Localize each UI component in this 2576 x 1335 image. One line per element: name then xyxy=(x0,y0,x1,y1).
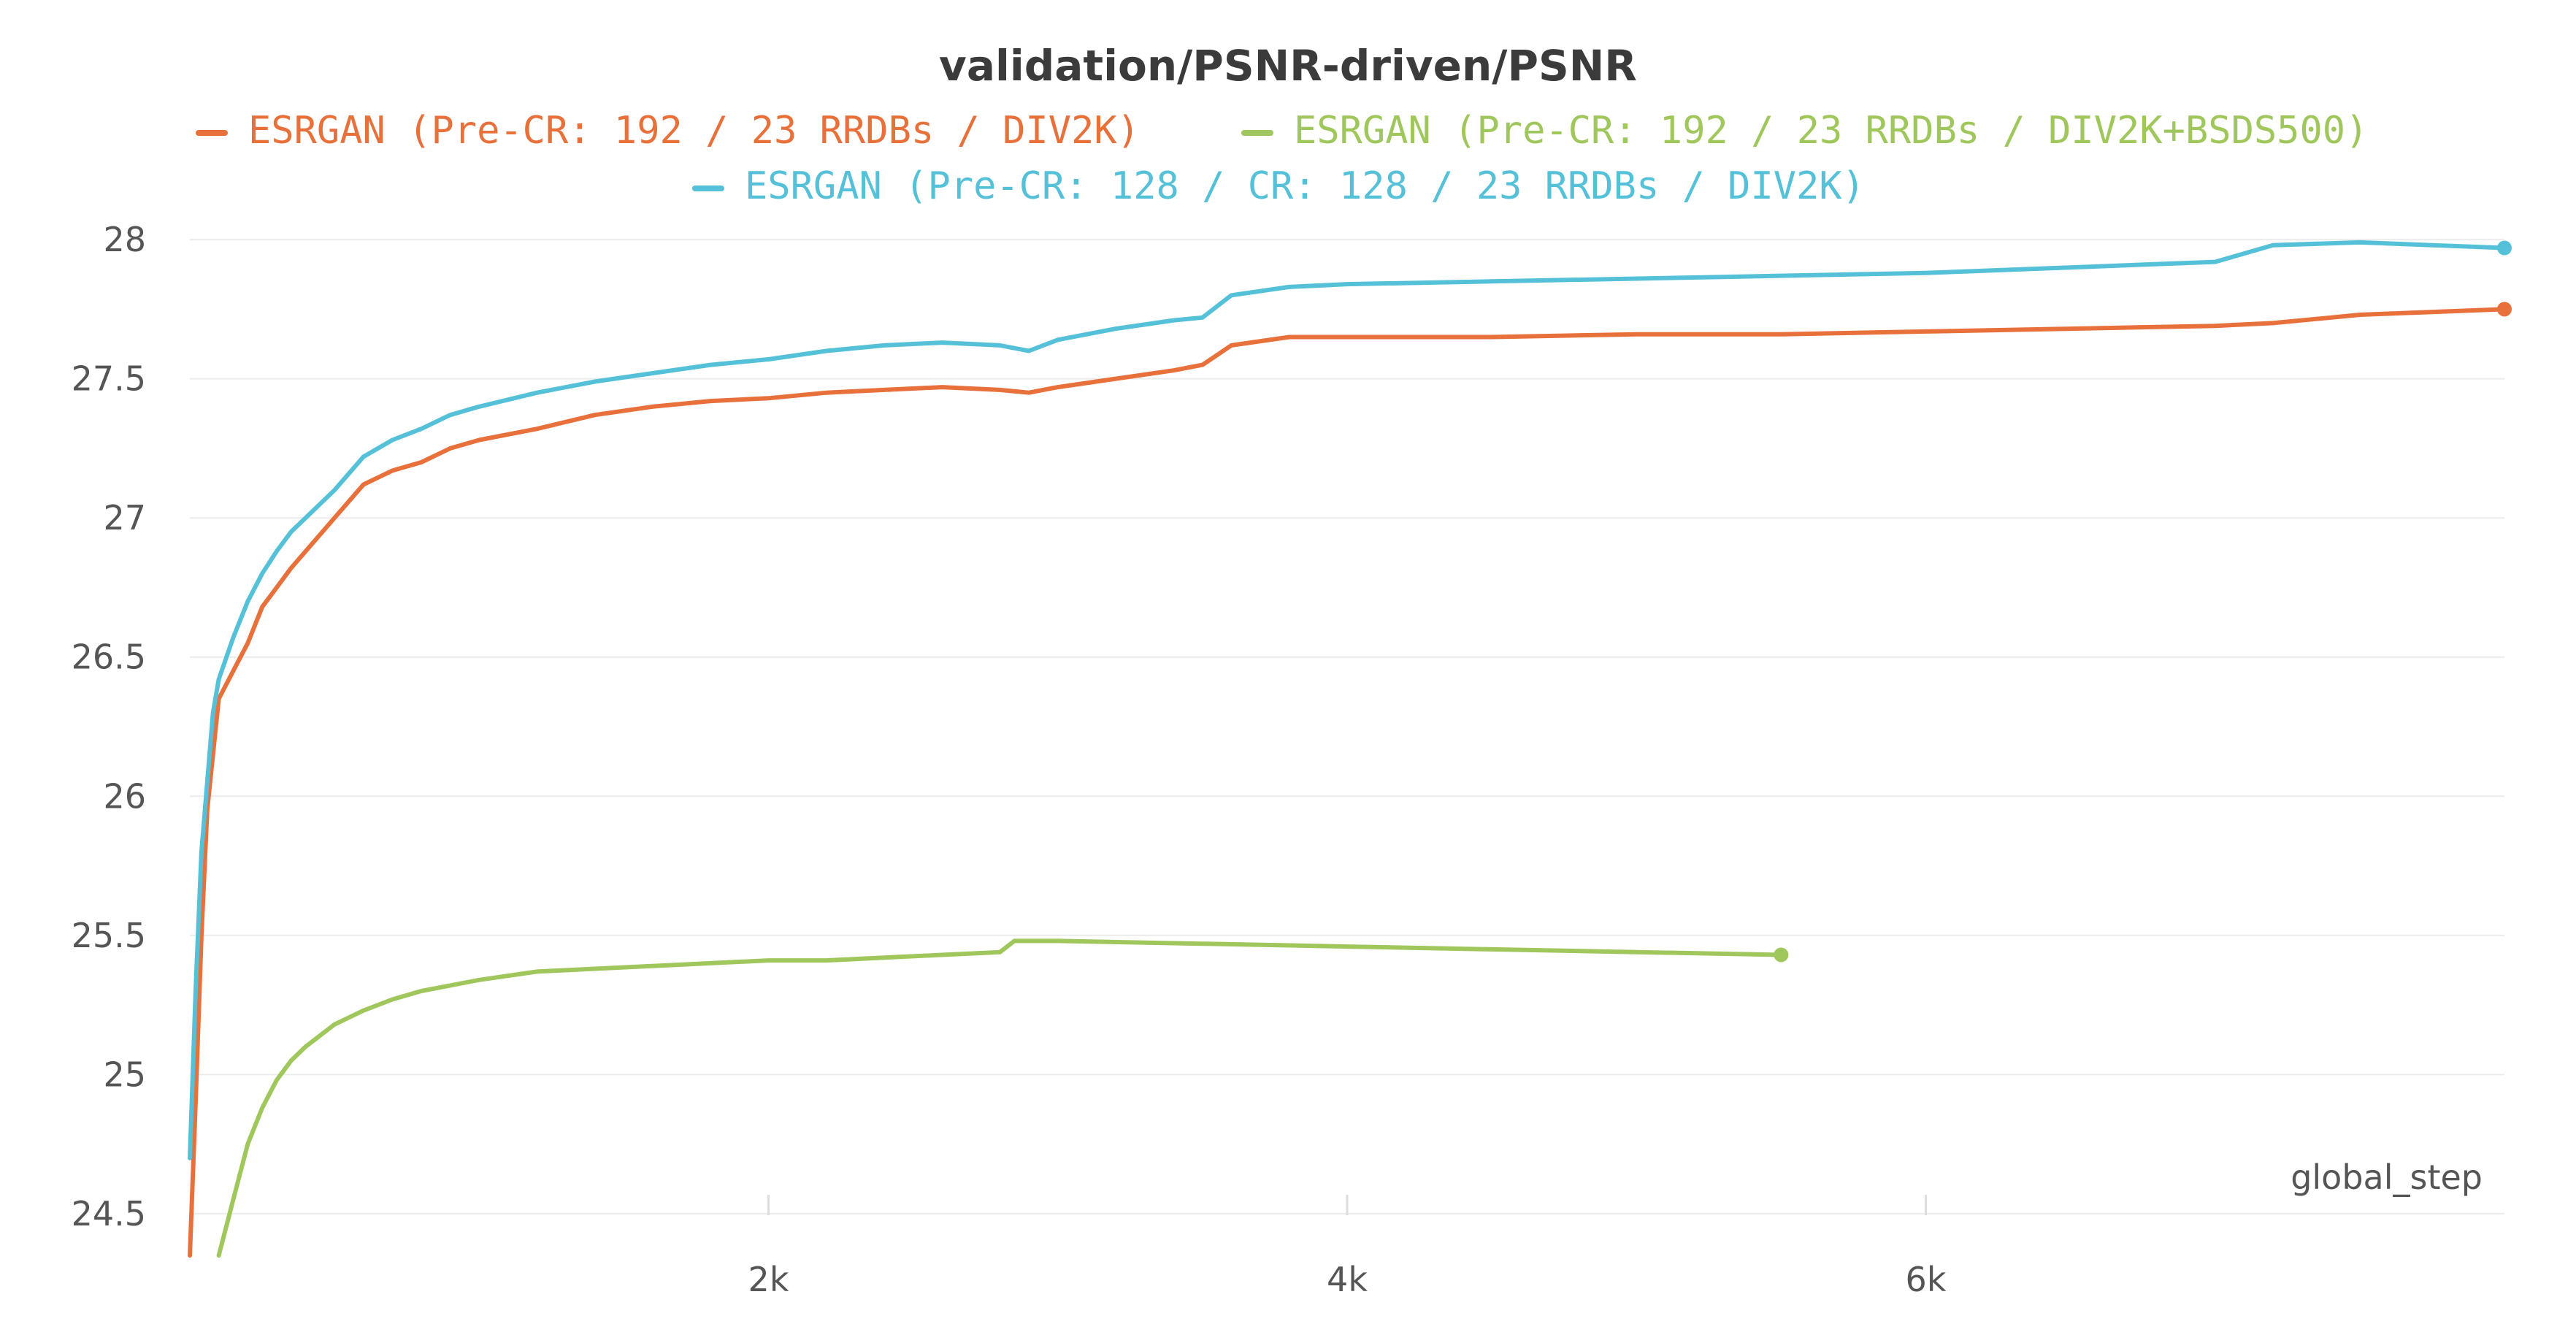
series-area xyxy=(188,240,2512,1258)
x-tick-label: 6k xyxy=(1906,1260,1947,1299)
chart-title: validation/PSNR-driven/PSNR xyxy=(939,41,1637,91)
legend-label: ESRGAN (Pre-CR: 192 / 23 RRDBs / DIV2K) xyxy=(248,109,1140,153)
legend-item[interactable]: ESRGAN (Pre-CR: 192 / 23 RRDBs / DIV2K) xyxy=(196,109,1140,153)
x-tick-label: 4k xyxy=(1327,1260,1368,1299)
y-tick-label: 27 xyxy=(103,498,146,538)
series-end-point xyxy=(2497,240,2512,256)
legend[interactable]: ESRGAN (Pre-CR: 192 / 23 RRDBs / DIV2K) E… xyxy=(196,109,2368,208)
x-axis: 2k 4k 6k xyxy=(748,1195,1947,1299)
x-axis-label: global_step xyxy=(2291,1158,2483,1197)
y-tick-label: 26.5 xyxy=(72,638,146,677)
series-end-point xyxy=(2497,302,2512,317)
series-3 xyxy=(188,240,2512,1160)
y-tick-label: 26 xyxy=(103,776,146,816)
legend-label: ESRGAN (Pre-CR: 128 / CR: 128 / 23 RRDBs… xyxy=(745,164,1865,208)
y-tick-label: 28 xyxy=(103,220,146,259)
grid xyxy=(190,239,2504,1214)
y-tick-label: 25 xyxy=(103,1055,146,1094)
series-2 xyxy=(216,938,1789,1258)
legend-item[interactable]: ESRGAN (Pre-CR: 128 / CR: 128 / 23 RRDBs… xyxy=(692,164,1865,208)
legend-swatch xyxy=(1241,130,1273,136)
y-tick-label: 24.5 xyxy=(72,1194,146,1233)
legend-label: ESRGAN (Pre-CR: 192 / 23 RRDBs / DIV2K+B… xyxy=(1294,109,2368,153)
x-tick-label: 2k xyxy=(748,1260,789,1299)
series-end-point xyxy=(1774,947,1789,963)
y-axis: 24.5 25 25.5 26 26.5 27 27.5 28 xyxy=(72,220,146,1233)
series-line xyxy=(188,307,2507,1258)
series-line xyxy=(216,938,1784,1258)
series-line xyxy=(188,240,2507,1160)
legend-swatch xyxy=(196,130,228,136)
y-tick-label: 27.5 xyxy=(72,359,146,399)
legend-item[interactable]: ESRGAN (Pre-CR: 192 / 23 RRDBs / DIV2K+B… xyxy=(1241,109,2368,153)
legend-swatch xyxy=(692,185,724,191)
y-tick-label: 25.5 xyxy=(72,916,146,955)
series-1 xyxy=(188,302,2512,1258)
